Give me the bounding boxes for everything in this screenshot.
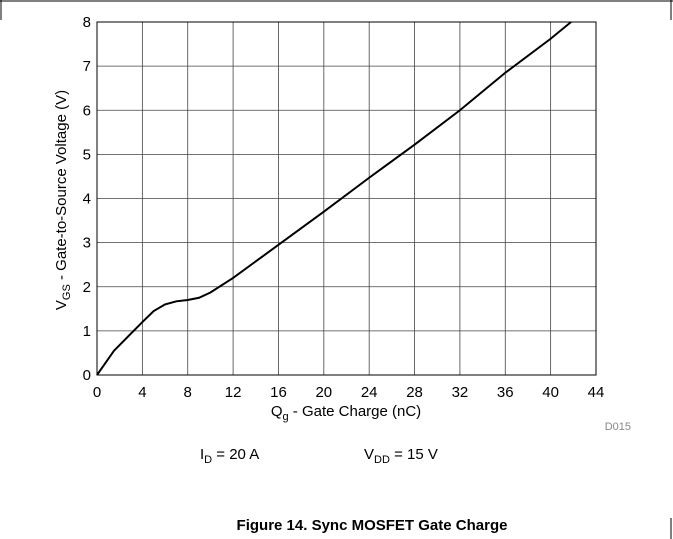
y-tick-label: 3 <box>83 235 91 252</box>
x-tick-label: 36 <box>497 384 514 401</box>
x-tick-label: 0 <box>93 384 101 401</box>
data-line <box>96 21 572 376</box>
y-tick-label: 8 <box>83 14 91 31</box>
x-tick-label: 40 <box>542 384 559 401</box>
y-tick-label: 2 <box>83 279 91 296</box>
label-sub: GS <box>61 284 73 300</box>
label-sub: DD <box>374 454 390 466</box>
y-axis-label: VGS - Gate-to-Source Voltage (V) <box>53 90 73 310</box>
x-tick-label: 16 <box>270 384 287 401</box>
x-tick-label: 44 <box>588 384 605 401</box>
label-part: Q <box>271 403 283 420</box>
y-tick-label: 0 <box>83 367 91 384</box>
label-part: = 15 V <box>390 446 438 463</box>
label-part: V <box>53 300 70 310</box>
caption: Figure 14. Sync MOSFET Gate Charge <box>237 517 508 534</box>
y-tick-label: 4 <box>83 191 91 208</box>
label-sub: g <box>283 411 289 423</box>
x-tick-label: 28 <box>406 384 423 401</box>
label-sub: D <box>204 454 212 466</box>
y-tick-label: 5 <box>83 146 91 163</box>
figure-code: D015 <box>605 421 631 433</box>
x-tick-label: 8 <box>184 384 192 401</box>
y-tick-label: 1 <box>83 323 91 340</box>
annotation: ID = 20 A <box>200 446 259 466</box>
x-tick-label: 20 <box>315 384 332 401</box>
x-tick-label: 32 <box>452 384 469 401</box>
label-part: I <box>200 446 204 463</box>
y-tick-label: 7 <box>83 58 91 75</box>
y-tick-label: 6 <box>83 102 91 119</box>
x-tick-label: 12 <box>225 384 242 401</box>
label-part: = 20 A <box>212 446 259 463</box>
x-tick-label: 24 <box>361 384 378 401</box>
x-tick-label: 4 <box>138 384 146 401</box>
label-part: - Gate-to-Source Voltage (V) <box>53 90 70 284</box>
plot-frame <box>96 21 597 376</box>
label-part: - Gate Charge (nC) <box>289 403 422 420</box>
annotation: VDD = 15 V <box>364 446 438 466</box>
label-part: V <box>364 446 374 463</box>
x-axis-label: Qg - Gate Charge (nC) <box>271 403 421 423</box>
